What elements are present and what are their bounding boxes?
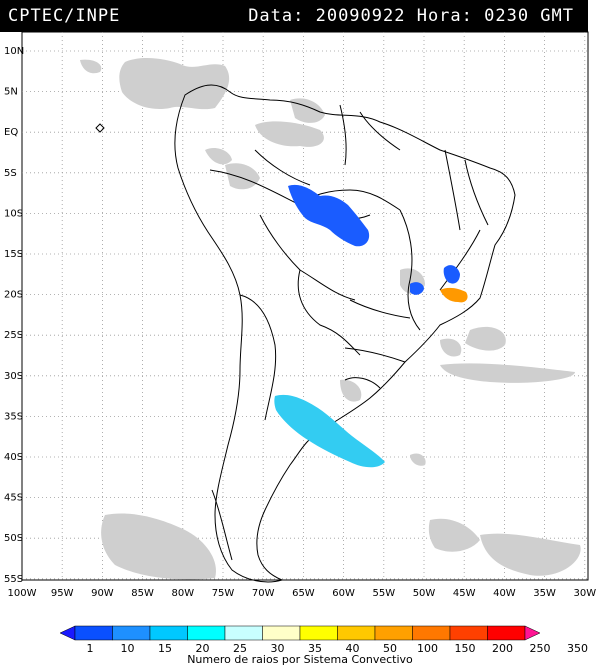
latitude-label: EQ xyxy=(4,127,18,138)
latitude-label: 55S xyxy=(4,574,23,585)
minas-west-system xyxy=(410,282,424,295)
latitude-label: 25S xyxy=(4,330,23,341)
legend-swatch xyxy=(412,625,451,641)
legend-swatch xyxy=(187,625,226,641)
latitude-label: 5N xyxy=(4,87,18,98)
legend-swatch xyxy=(374,625,413,641)
legend-swatch xyxy=(449,625,488,641)
map-frame xyxy=(21,31,589,581)
legend-swatch xyxy=(337,625,376,641)
latitude-label: 35S xyxy=(4,411,23,422)
legend-tick-label: 250 xyxy=(530,642,551,655)
longitude-labels: 100W 95W 90W 85W 80W 75W 70W 65W 60W 55W 50W 45W 40W… xyxy=(8,588,597,599)
legend-tick-label: 40 xyxy=(346,642,360,655)
legend-swatch xyxy=(487,625,526,641)
legend-color-bar: 1 10 15 20 25 30 35 40 50 100 150 200 250 350 xyxy=(59,625,588,655)
convective-systems xyxy=(274,184,468,468)
longitude-label: 70W xyxy=(252,588,275,599)
longitude-label: 30W xyxy=(573,588,596,599)
longitude-label: 55W xyxy=(372,588,395,599)
legend-swatch xyxy=(224,625,263,641)
minas-south-system xyxy=(440,287,468,303)
legend-tick-label: 100 xyxy=(417,642,438,655)
longitude-label: 100W xyxy=(8,588,37,599)
legend-tick-label: 350 xyxy=(567,642,588,655)
longitude-label: 85W xyxy=(131,588,154,599)
legend-swatch xyxy=(112,625,151,641)
amazon-system xyxy=(288,184,370,247)
longitude-label: 65W xyxy=(292,588,315,599)
latitude-label: 10N xyxy=(4,46,24,57)
legend-tick-label: 50 xyxy=(383,642,397,655)
agency-label: CPTEC/INPE xyxy=(8,6,121,26)
legend-tick-label: 150 xyxy=(455,642,476,655)
longitude-label: 75W xyxy=(212,588,235,599)
legend-swatch xyxy=(262,625,301,641)
legend-tick-label: 20 xyxy=(196,642,210,655)
minas-north-system xyxy=(443,265,460,284)
legend-tick-label: 25 xyxy=(233,642,247,655)
latitude-label: 10S xyxy=(4,208,23,219)
map-grid xyxy=(22,32,588,580)
latitude-label: 5S xyxy=(4,168,17,179)
argentina-system xyxy=(274,394,385,468)
map-header: CPTEC/INPE Data: 20090922 Hora: 0230 GMT xyxy=(0,0,588,32)
legend-swatch xyxy=(149,625,188,641)
legend-tick-label: 30 xyxy=(271,642,285,655)
legend-tick-label: 15 xyxy=(158,642,172,655)
longitude-label: 40W xyxy=(493,588,516,599)
legend-swatch xyxy=(299,625,338,641)
legend-tick-label: 200 xyxy=(492,642,513,655)
latitude-label: 15S xyxy=(4,249,23,260)
legend-tick-label: 1 xyxy=(87,642,94,655)
longitude-label: 45W xyxy=(453,588,476,599)
latitude-label: 30S xyxy=(4,371,23,382)
legend-title: Numero de raios por Sistema Convectivo xyxy=(187,653,413,666)
legend-arrow-right xyxy=(524,625,541,641)
longitude-label: 80W xyxy=(171,588,194,599)
latitude-labels: 10N 5N EQ 5S 10S 15S 20S 25S 30S 35S 40S 45S 50S 55S xyxy=(4,46,24,585)
legend-swatch xyxy=(74,625,113,641)
longitude-label: 35W xyxy=(533,588,556,599)
longitude-label: 95W xyxy=(51,588,74,599)
legend-tick-label: 10 xyxy=(121,642,135,655)
longitude-label: 90W xyxy=(91,588,114,599)
latitude-label: 20S xyxy=(4,290,23,301)
datetime-label: Data: 20090922 Hora: 0230 GMT xyxy=(248,6,574,26)
longitude-label: 50W xyxy=(413,588,436,599)
legend-tick-label: 35 xyxy=(308,642,322,655)
latitude-label: 45S xyxy=(4,493,23,504)
latitude-label: 50S xyxy=(4,533,23,544)
longitude-label: 60W xyxy=(332,588,355,599)
latitude-label: 40S xyxy=(4,452,23,463)
legend-arrow-left xyxy=(59,625,76,641)
